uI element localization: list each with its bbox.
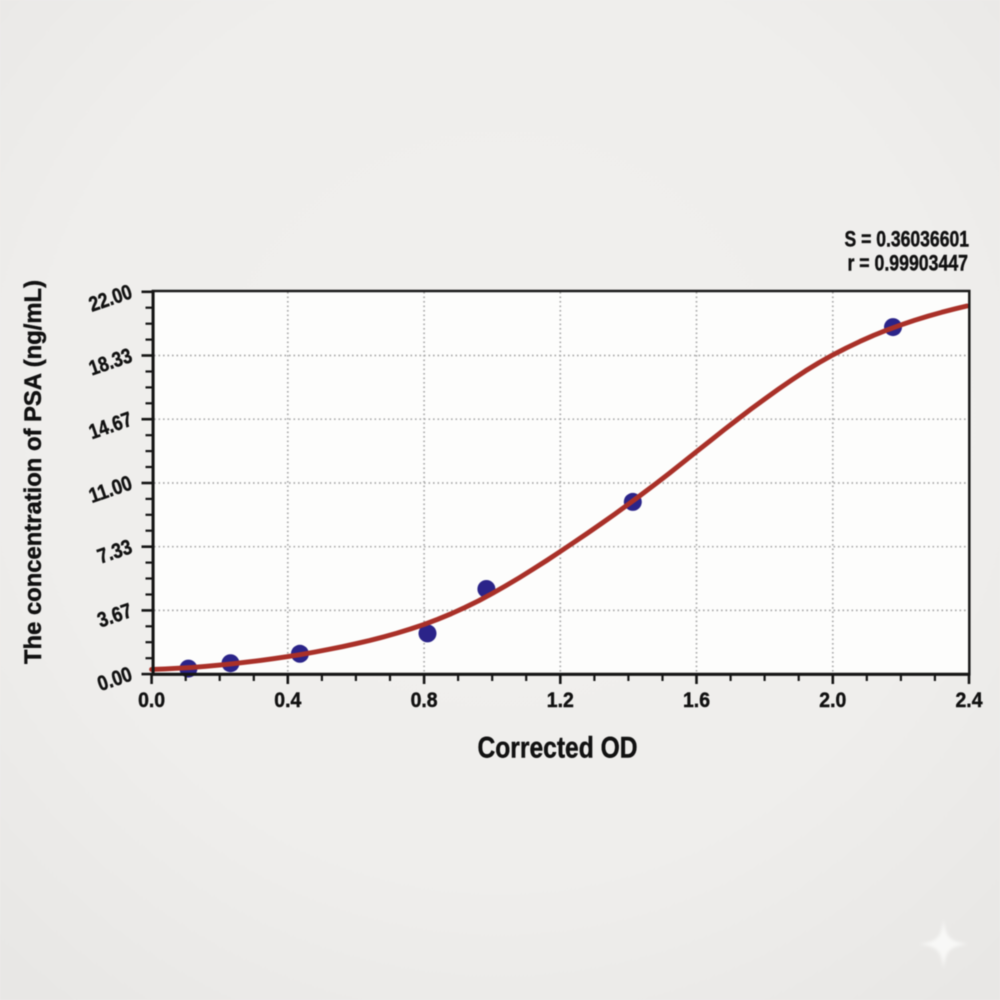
svg-text:1.6: 1.6	[683, 689, 710, 712]
svg-text:Corrected OD: Corrected OD	[478, 732, 638, 765]
svg-text:The concentration of PSA (ng/m: The concentration of PSA (ng/mL)	[20, 280, 47, 664]
svg-text:0.0: 0.0	[138, 689, 165, 712]
svg-text:S = 0.36036601: S = 0.36036601	[845, 227, 970, 252]
svg-text:1.2: 1.2	[547, 689, 574, 712]
svg-text:0.8: 0.8	[411, 689, 438, 712]
svg-text:11.00: 11.00	[86, 472, 135, 508]
svg-text:0.4: 0.4	[274, 689, 301, 712]
svg-text:2.4: 2.4	[956, 689, 983, 712]
svg-text:r = 0.99903447: r = 0.99903447	[848, 251, 969, 276]
svg-text:2.0: 2.0	[819, 689, 846, 712]
